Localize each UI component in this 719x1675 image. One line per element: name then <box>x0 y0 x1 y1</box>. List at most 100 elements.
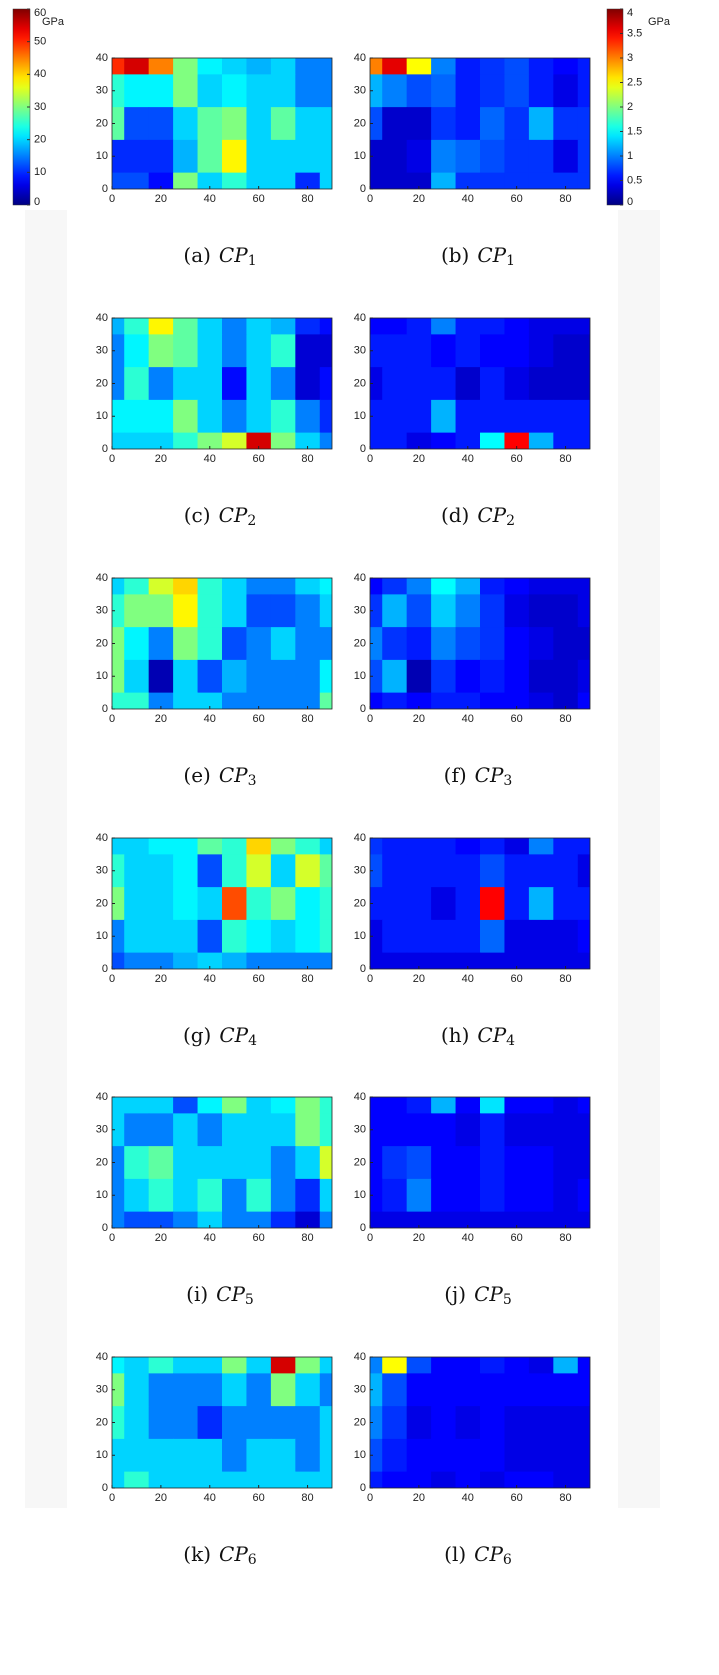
y-tick-label: 30 <box>96 1384 108 1396</box>
contour-cell <box>431 952 457 969</box>
x-tick-label: 80 <box>301 453 313 465</box>
contour-cell <box>382 659 408 694</box>
contour-cell <box>528 887 554 921</box>
contour-cell <box>197 659 223 694</box>
contour-cell <box>112 659 125 694</box>
y-tick-label: 10 <box>96 1189 108 1201</box>
contour-cell <box>455 1113 481 1147</box>
contour-cell <box>553 919 579 954</box>
contour-cell <box>112 692 125 709</box>
contour-cell <box>270 692 296 709</box>
caption-subscript: 1 <box>248 253 257 269</box>
contour-cell <box>577 432 590 449</box>
contour-cell <box>270 172 296 189</box>
contour-cell <box>577 399 590 434</box>
contour-cell <box>112 58 125 75</box>
contour-cell <box>124 367 150 401</box>
x-tick-label: 20 <box>413 713 425 725</box>
contour-cell <box>370 627 383 661</box>
contour-cell <box>246 1438 272 1473</box>
contour-cell <box>370 1406 383 1440</box>
y-tick-label: 0 <box>102 1482 108 1494</box>
contour-cell <box>382 1406 408 1440</box>
y-tick-label: 20 <box>354 637 366 649</box>
contour-cell <box>480 367 506 401</box>
contour-cell <box>173 578 199 595</box>
contour-cell <box>406 1471 432 1488</box>
contour-cell <box>504 1406 530 1440</box>
contour-cell <box>480 659 506 694</box>
y-tick-label: 10 <box>96 150 108 162</box>
contour-cell <box>270 334 296 368</box>
contour-cell <box>295 1113 321 1147</box>
contour-cell <box>295 627 321 661</box>
x-tick-label: 40 <box>462 1232 474 1244</box>
contour-cell <box>480 1438 506 1473</box>
contour-cell <box>124 854 150 888</box>
contour-cell <box>112 318 125 335</box>
contour-cell <box>197 952 223 969</box>
contour-cell <box>270 139 296 174</box>
x-tick-label: 80 <box>301 1232 313 1244</box>
contour-field <box>112 58 332 189</box>
contour-cell <box>455 432 481 449</box>
contour-cell <box>528 172 554 189</box>
contour-cell <box>197 1373 223 1407</box>
contour-cell <box>173 1406 199 1440</box>
contour-cell <box>124 1357 150 1374</box>
contour-cell <box>112 594 125 628</box>
contour-cell <box>112 952 125 969</box>
x-tick-label: 60 <box>511 1492 523 1504</box>
contour-cell <box>197 1146 223 1180</box>
contour-cell <box>455 367 481 401</box>
colorbar-tick-label: 1.5 <box>627 125 642 137</box>
contour-cell <box>197 334 223 368</box>
contour-cell <box>406 659 432 694</box>
contour-cell <box>553 1471 579 1488</box>
contour-cell <box>455 1097 481 1114</box>
contour-cell <box>577 1471 590 1488</box>
contour-cell <box>124 1146 150 1180</box>
contour-cell <box>406 318 432 335</box>
x-tick-label: 0 <box>367 1232 373 1244</box>
contour-cell <box>406 172 432 189</box>
contour-cell <box>222 627 248 661</box>
x-tick-label: 40 <box>462 453 474 465</box>
contour-cell <box>382 318 408 335</box>
contour-cell <box>406 74 432 108</box>
y-tick-label: 40 <box>354 52 366 64</box>
contour-cell <box>431 854 457 888</box>
y-tick-label: 40 <box>354 832 366 844</box>
contour-cell <box>270 854 296 888</box>
caption-symbol: CP <box>475 763 504 787</box>
contour-cell <box>480 1146 506 1180</box>
contour-cell <box>382 367 408 401</box>
contour-cell <box>553 74 579 108</box>
x-tick-label: 40 <box>462 973 474 985</box>
contour-cell <box>553 692 579 709</box>
contour-cell <box>148 919 174 954</box>
contour-cell <box>577 1211 590 1228</box>
x-tick-label: 20 <box>155 1232 167 1244</box>
contour-cell <box>577 659 590 694</box>
contour-cell <box>577 107 590 141</box>
contour-cell <box>553 1178 579 1213</box>
x-tick-label: 0 <box>109 453 115 465</box>
contour-cell <box>295 578 321 595</box>
caption-subscript: 6 <box>248 1552 257 1568</box>
contour-cell <box>406 578 432 595</box>
contour-cell <box>197 838 223 855</box>
contour-cell <box>553 838 579 855</box>
contour-cell <box>504 1211 530 1228</box>
y-tick-label: 40 <box>96 1351 108 1363</box>
contour-cell <box>480 1373 506 1407</box>
contour-cell <box>148 1178 174 1213</box>
contour-cell <box>455 334 481 368</box>
contour-cell <box>148 1097 174 1114</box>
contour-cell <box>431 887 457 921</box>
contour-cell <box>480 432 506 449</box>
contour-cell <box>577 1357 590 1374</box>
x-tick-label: 60 <box>253 193 265 205</box>
contour-cell <box>553 1211 579 1228</box>
